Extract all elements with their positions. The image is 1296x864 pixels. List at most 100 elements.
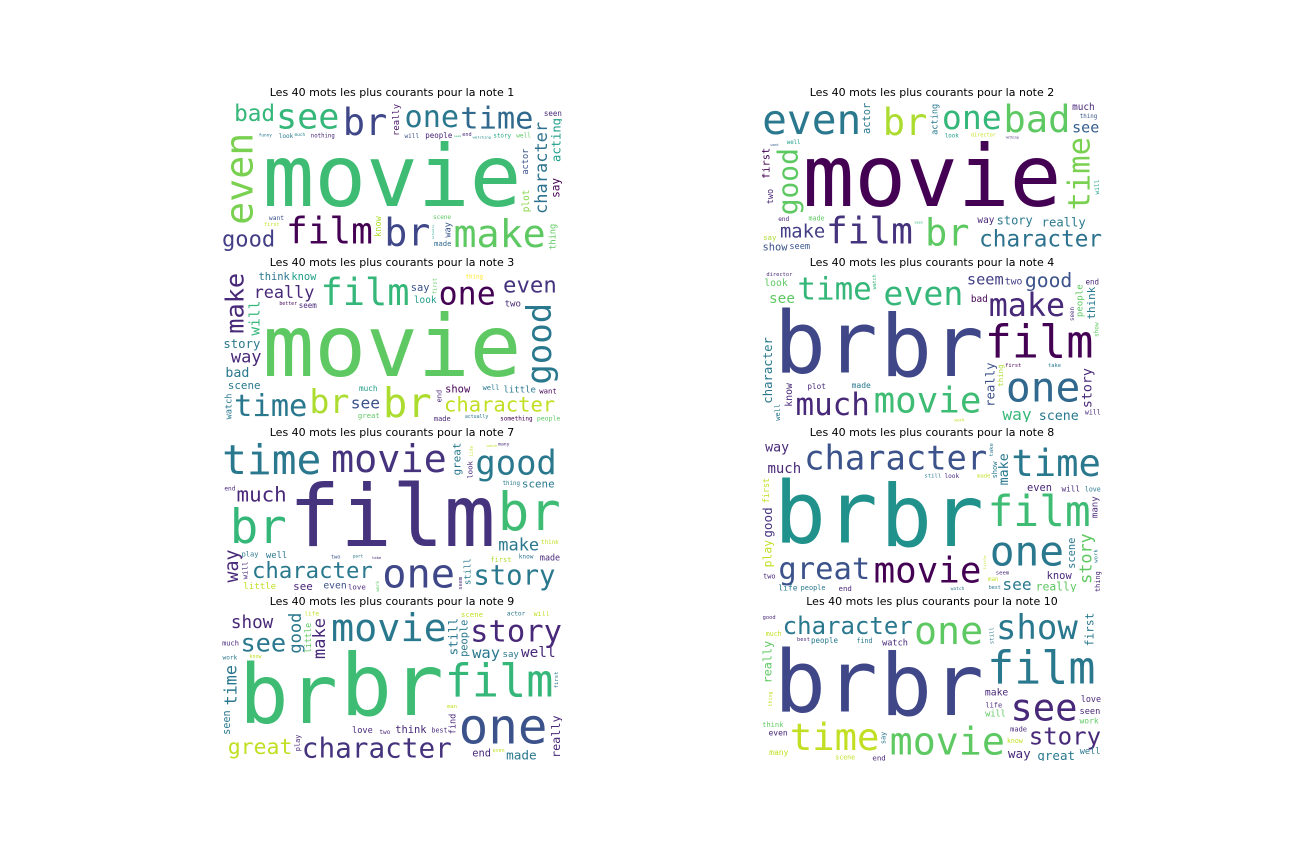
word: movie bbox=[803, 127, 1062, 227]
word: scene bbox=[433, 214, 451, 221]
word: one bbox=[439, 277, 496, 313]
word: look bbox=[279, 133, 294, 140]
word: work bbox=[375, 581, 381, 592]
word: bad bbox=[225, 366, 249, 381]
word: first bbox=[490, 556, 511, 564]
word: good bbox=[475, 444, 556, 483]
word: watch bbox=[882, 639, 908, 649]
word: think bbox=[541, 540, 559, 546]
word: think bbox=[1085, 286, 1098, 319]
word: even bbox=[222, 133, 262, 225]
word: really bbox=[392, 104, 402, 136]
word: movie bbox=[890, 720, 1005, 761]
word: think bbox=[762, 721, 784, 729]
wordcloud-title: Les 40 mots les plus courants pour la no… bbox=[269, 256, 515, 269]
word: will bbox=[1061, 484, 1080, 493]
word: see bbox=[1002, 575, 1031, 592]
word: say bbox=[502, 650, 519, 660]
word: br bbox=[498, 482, 561, 543]
word: great bbox=[778, 552, 870, 587]
word: br bbox=[774, 463, 878, 563]
word: know bbox=[519, 553, 534, 560]
word: story bbox=[473, 561, 555, 592]
wordcloud-title: Les 40 mots les plus courants pour la no… bbox=[269, 595, 515, 608]
word: find bbox=[857, 637, 873, 645]
word: will bbox=[1085, 409, 1101, 417]
word: time bbox=[1063, 137, 1098, 210]
word: character bbox=[252, 558, 373, 584]
word: will bbox=[985, 709, 1006, 719]
word: made bbox=[434, 239, 452, 248]
word: one bbox=[914, 611, 983, 654]
word: still bbox=[464, 558, 474, 585]
word: br bbox=[230, 500, 287, 555]
word: great bbox=[358, 411, 380, 420]
word: great bbox=[228, 735, 293, 760]
word: first bbox=[432, 278, 438, 294]
word: thing bbox=[548, 224, 558, 250]
word: film bbox=[987, 642, 1095, 695]
word: know bbox=[1007, 737, 1023, 745]
word: look bbox=[466, 460, 475, 478]
word: first bbox=[264, 222, 280, 228]
word: scene bbox=[835, 753, 855, 761]
word: br bbox=[880, 636, 984, 736]
word: watch bbox=[951, 586, 965, 592]
word: see bbox=[351, 393, 380, 412]
word: br bbox=[880, 297, 984, 397]
word: even bbox=[762, 102, 861, 144]
word: people bbox=[537, 415, 561, 422]
word: watch bbox=[224, 394, 234, 420]
word: man bbox=[988, 577, 998, 583]
word: really bbox=[983, 362, 997, 406]
word: watching bbox=[473, 134, 491, 139]
wordcloud-title: Les 40 mots les plus courants pour la no… bbox=[809, 256, 1055, 269]
wordcloud-title: Les 40 mots les plus courants pour la no… bbox=[809, 426, 1055, 439]
word: love bbox=[1081, 694, 1101, 704]
word: plot bbox=[807, 382, 826, 391]
word: two bbox=[763, 573, 775, 581]
word: story bbox=[1076, 533, 1096, 584]
word: two bbox=[505, 300, 521, 310]
word: want bbox=[269, 215, 284, 222]
word: really bbox=[254, 282, 315, 302]
word: make bbox=[310, 618, 330, 659]
word: story bbox=[997, 214, 1033, 228]
wordcloud-panel: moviebrbrfilmonemakeeventimeseebadcharac… bbox=[222, 102, 562, 252]
word: thing bbox=[466, 274, 483, 280]
word: much bbox=[237, 483, 287, 507]
word: still bbox=[446, 618, 461, 656]
word: many bbox=[769, 748, 788, 757]
word: good bbox=[1025, 272, 1072, 292]
word: really bbox=[1036, 579, 1077, 592]
word: great bbox=[1037, 748, 1075, 761]
word: time bbox=[222, 442, 321, 484]
word: movie bbox=[331, 442, 447, 482]
word: made bbox=[506, 748, 537, 761]
word: seem bbox=[458, 577, 464, 590]
word: show bbox=[996, 611, 1078, 648]
word: seem bbox=[967, 272, 1004, 289]
word: seem bbox=[454, 134, 461, 138]
wordcloud-title: Les 40 mots les plus courants pour la no… bbox=[269, 426, 515, 439]
word: even bbox=[768, 728, 787, 737]
word: see bbox=[240, 628, 286, 657]
word: really bbox=[762, 641, 775, 684]
word: know bbox=[784, 383, 795, 407]
word: br bbox=[309, 382, 349, 421]
word: scene bbox=[1039, 409, 1079, 422]
word: know bbox=[374, 215, 384, 237]
word: people bbox=[459, 620, 471, 657]
word: story bbox=[223, 337, 260, 351]
word: film bbox=[320, 272, 409, 314]
word: think bbox=[395, 724, 427, 736]
word: first bbox=[554, 671, 560, 688]
word: time bbox=[234, 389, 307, 422]
word: end bbox=[472, 748, 491, 760]
word: seen bbox=[914, 221, 922, 225]
word: actor bbox=[861, 103, 873, 134]
word: show bbox=[991, 461, 999, 479]
word: film bbox=[985, 315, 1094, 368]
